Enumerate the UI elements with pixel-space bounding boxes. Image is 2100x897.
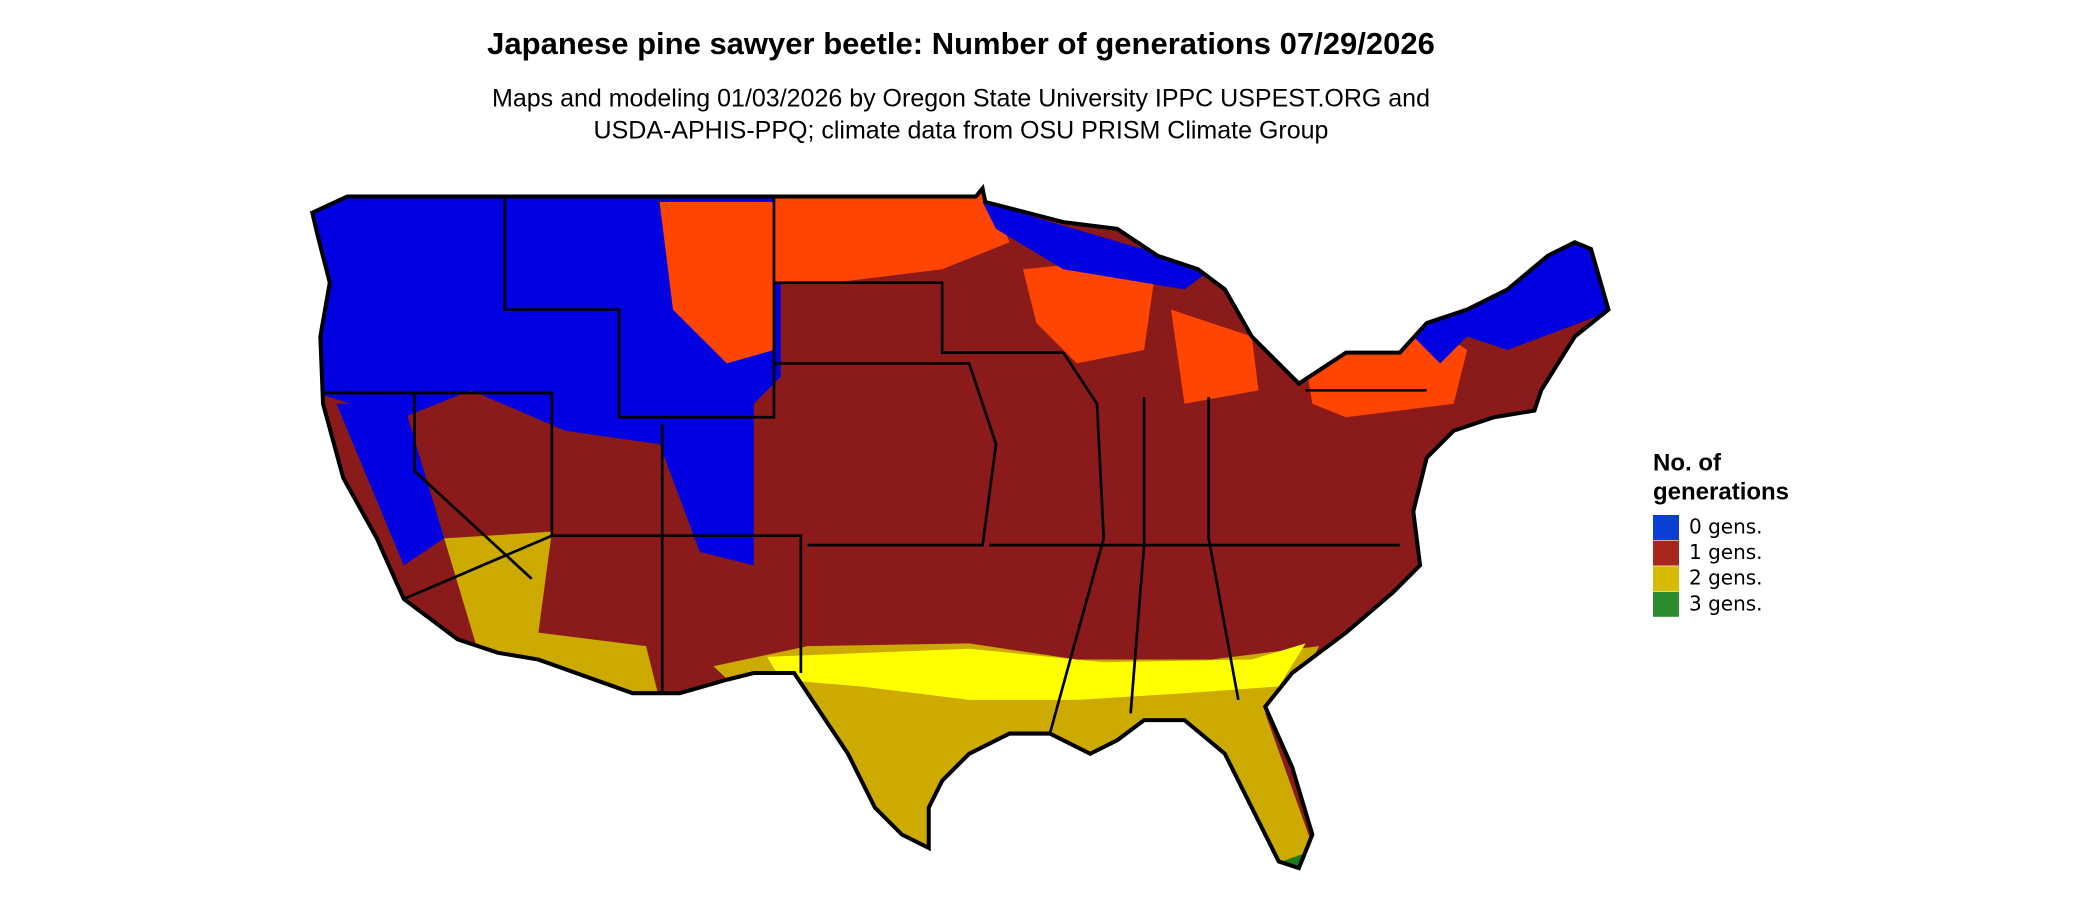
state-border (1048, 351, 1106, 734)
legend-swatch (1653, 540, 1679, 566)
region-0-gen (312, 188, 781, 566)
region-warm (1171, 309, 1259, 404)
state-border (1207, 397, 1240, 701)
state-borders (323, 196, 1427, 734)
map-subtitle: Maps and modeling 01/03/2026 by Oregon S… (492, 85, 1430, 113)
state-border (773, 281, 1064, 354)
state-border (413, 393, 533, 580)
region-warm (659, 201, 774, 364)
state-border (323, 391, 554, 601)
region-warm (1022, 255, 1158, 364)
region-warm (773, 188, 1010, 283)
map-subtitle: USDA-APHIS-PPQ; climate data from OSU PR… (594, 117, 1329, 145)
legend-label: 0 gens. (1689, 515, 1763, 539)
region-0-gen (982, 201, 1212, 290)
legend-swatch (1653, 591, 1679, 617)
legend-title: No. of (1653, 449, 1722, 476)
legend: 0 gens.1 gens.2 gens.3 gens. (1653, 515, 1763, 617)
state-border (551, 534, 803, 673)
state-border (773, 362, 998, 547)
us-map (269, 175, 1642, 892)
legend-label: 2 gens. (1689, 566, 1763, 590)
legend-label: 1 gens. (1689, 540, 1763, 564)
legend-swatch (1653, 515, 1679, 540)
region-2-gen-light (767, 643, 1306, 700)
legend-swatch (1653, 566, 1679, 592)
legend-title: generations (1653, 478, 1789, 505)
legend-label: 3 gens. (1689, 591, 1763, 615)
state-border (1129, 397, 1146, 714)
region-0-gen (336, 403, 445, 566)
state-border (503, 196, 776, 419)
map-title: Japanese pine sawyer beetle: Number of g… (487, 26, 1435, 61)
